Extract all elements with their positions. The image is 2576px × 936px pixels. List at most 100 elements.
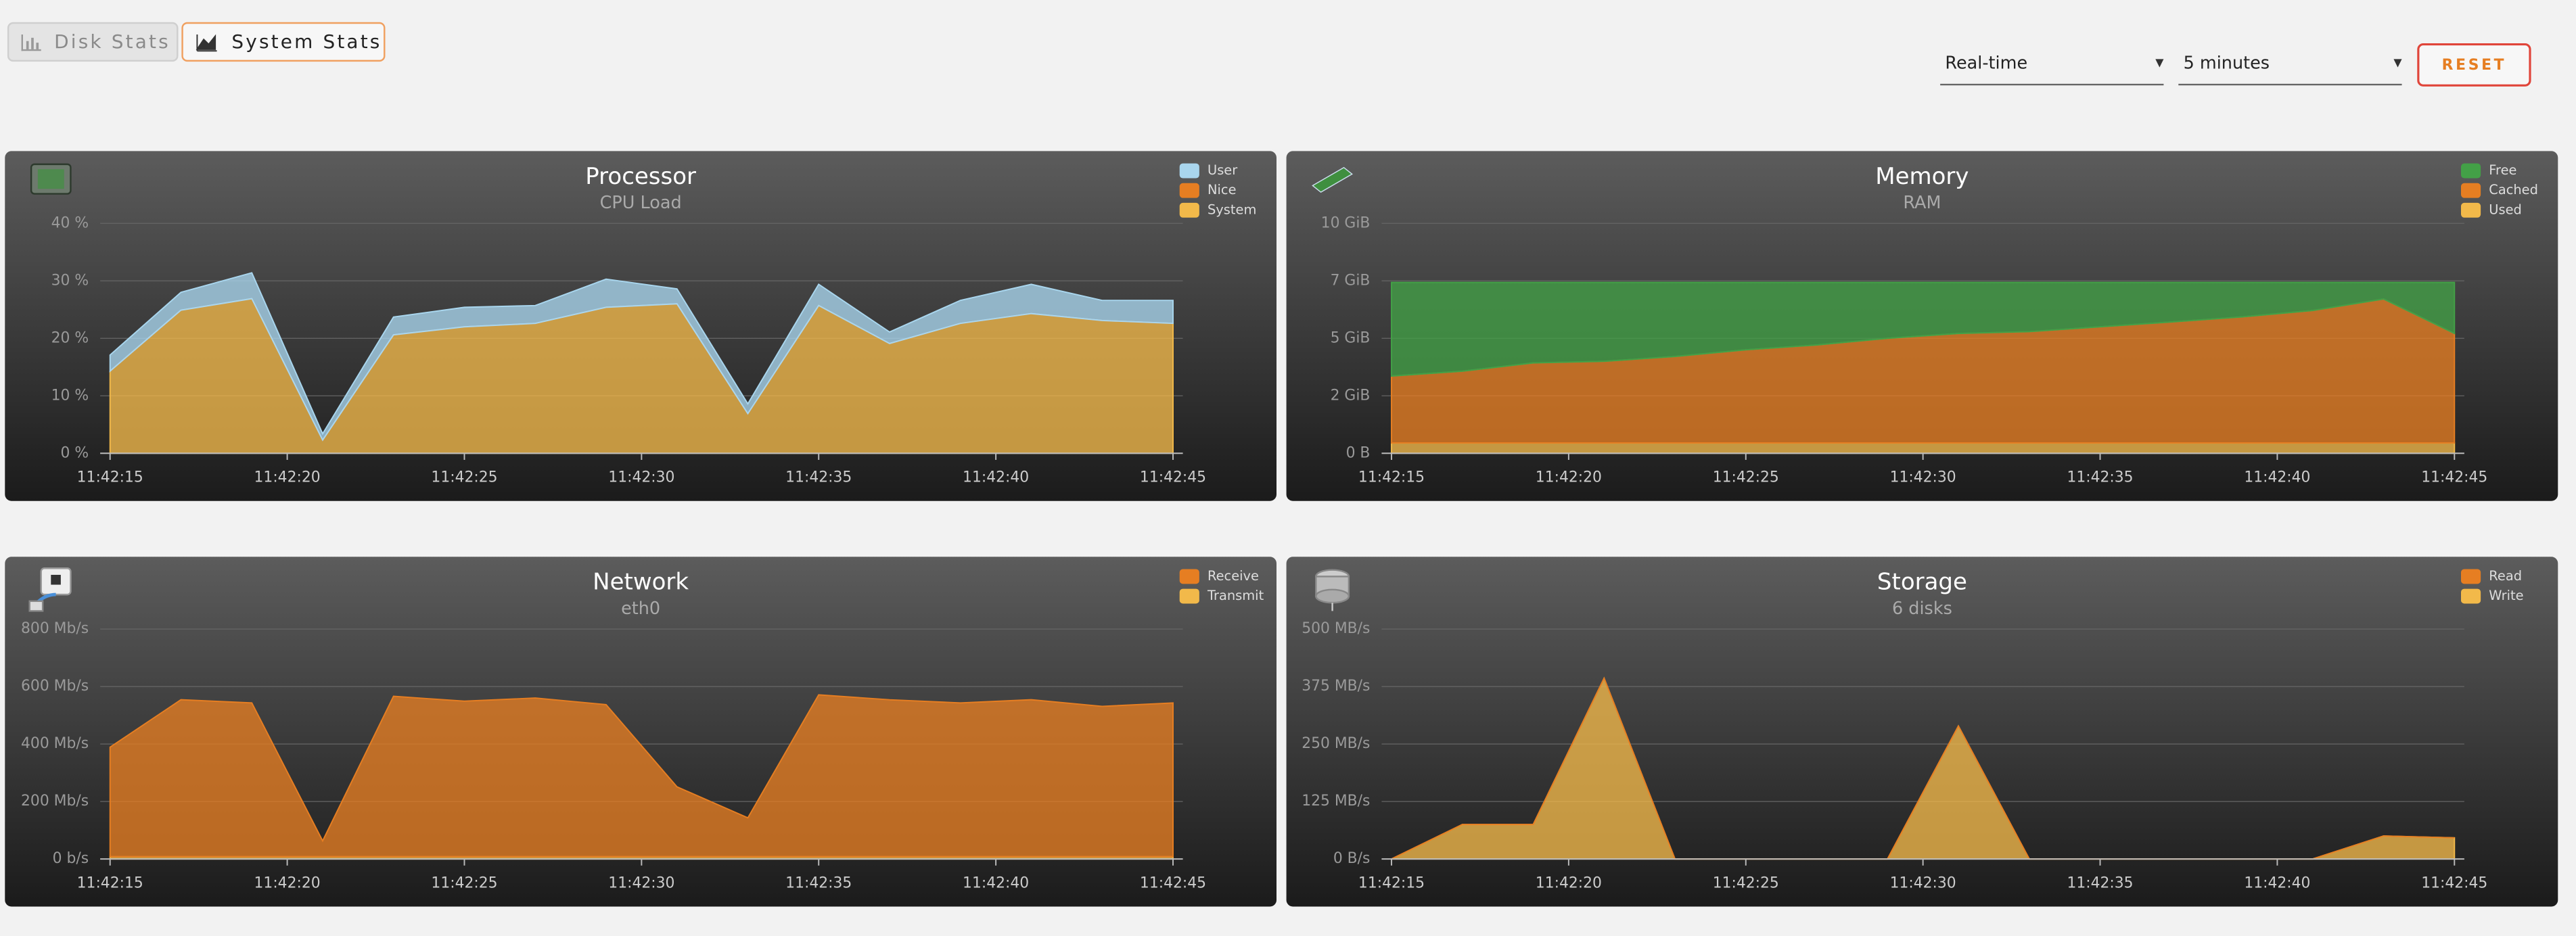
reset-button[interactable]: RESET (2417, 43, 2531, 87)
legend-label: Transmit (1207, 588, 1264, 603)
chart-panel: Memory RAM 0 B 2 GiB 5 GiB 7 GiB 10 GiB 11:42:1… (1286, 151, 2558, 501)
network-icon (28, 567, 72, 612)
x-tick-label: 11:42:45 (1140, 469, 1206, 486)
x-tick-label: 11:42:15 (77, 469, 143, 486)
area (109, 272, 1174, 442)
x-tick-label: 11:42:30 (1890, 875, 1956, 892)
x-tick-label: 11:42:35 (785, 469, 852, 486)
tab-icon (196, 34, 217, 52)
y-tick-label: 125 MB/s (1302, 793, 1370, 810)
legend-swatch (2461, 202, 2481, 218)
dropdown-value: Real-time (1945, 53, 2027, 74)
legend-label: Read (2489, 568, 2522, 584)
dropdown[interactable]: 5 minutes (2178, 53, 2402, 86)
x-tick-label: 11:42:20 (1536, 469, 1602, 486)
dropdown-arrow (2155, 59, 2164, 68)
legend-label: Nice (1208, 182, 1237, 197)
x-tick-label: 11:42:40 (963, 469, 1029, 486)
y-tick-label: 250 MB/s (1302, 735, 1370, 752)
chart-subtitle: RAM (1903, 193, 1941, 213)
chart-title: Memory (1875, 163, 1969, 190)
x-tick-label: 11:42:40 (2244, 875, 2310, 892)
y-tick-label: 0 B/s (1333, 850, 1371, 867)
y-tick-label: 375 MB/s (1302, 678, 1370, 695)
legend-swatch (1179, 202, 1199, 218)
chart-title: Network (593, 569, 689, 596)
legend-label: Free (2489, 162, 2516, 178)
x-tick-label: 11:42:20 (254, 469, 321, 486)
chart-subtitle: eth0 (621, 599, 660, 619)
chart-panel: Network eth0 0 b/s 200 Mb/s 400 Mb/s 600 Mb/s… (5, 557, 1276, 907)
legend-swatch (2461, 588, 2481, 604)
legend-label: Receive (1208, 568, 1259, 584)
legend-swatch (1179, 183, 1199, 198)
y-tick-label: 30 % (51, 272, 89, 289)
legend-swatch (2461, 569, 2481, 584)
x-tick-label: 11:42:25 (1713, 469, 1779, 486)
y-tick-label: 5 GiB (1331, 329, 1371, 346)
x-tick-label: 11:42:15 (1358, 875, 1425, 892)
y-tick-label: 600 Mb/s (21, 678, 89, 695)
x-tick-label: 11:42:25 (431, 469, 497, 486)
legend-swatch (2461, 163, 2481, 179)
charts: Processor CPU Load 0 % 10 % 20 % 30 % 40 % 11:4… (5, 151, 2558, 907)
y-tick-label: 40 % (51, 214, 89, 231)
x-tick-label: 11:42:30 (1890, 469, 1956, 486)
y-tick-label: 0 % (61, 444, 89, 461)
x-tick-label: 11:42:35 (2067, 875, 2133, 892)
x-tick-label: 11:42:20 (254, 875, 321, 892)
x-tick-label: 11:42:35 (785, 875, 852, 892)
chart-subtitle: 6 disks (1892, 599, 1952, 619)
button-label: RESET (2442, 57, 2507, 74)
legend-swatch (1179, 163, 1199, 179)
y-tick-label: 20 % (51, 329, 89, 346)
tab-bg (7, 22, 179, 62)
chart-panel: Processor CPU Load 0 % 10 % 20 % 30 % 40 % 11:4… (5, 151, 1276, 501)
y-tick-label: 800 Mb/s (21, 620, 89, 637)
dropdown-arrow (2393, 59, 2402, 68)
area (1391, 442, 2456, 454)
dropdown-value: 5 minutes (2184, 53, 2270, 74)
area (1391, 281, 2456, 377)
y-tick-label: 7 GiB (1331, 272, 1371, 289)
y-tick-label: 0 b/s (53, 850, 89, 867)
legend-label: System (1208, 202, 1256, 217)
legend-label: User (1208, 162, 1237, 178)
legend-swatch (1179, 569, 1199, 584)
x-tick-label: 11:42:35 (2067, 469, 2133, 486)
x-tick-label: 11:42:40 (963, 875, 1029, 892)
legend-label: Write (2489, 588, 2523, 603)
x-tick-label: 11:42:30 (608, 469, 674, 486)
dropdown[interactable]: Real-time (1940, 53, 2164, 86)
tab[interactable]: Disk Stats (7, 22, 179, 62)
y-tick-label: 10 % (51, 387, 89, 404)
storage-icon (1315, 569, 1350, 611)
tab-bg (181, 22, 386, 62)
legend-label: Cached (2489, 182, 2538, 197)
x-tick-label: 11:42:30 (608, 875, 674, 892)
legend-swatch (2461, 183, 2481, 198)
button-bg (2417, 43, 2531, 87)
tab[interactable]: System Stats (181, 22, 386, 62)
tab-icon (21, 34, 41, 51)
y-tick-label: 2 GiB (1331, 387, 1371, 404)
x-tick-label: 11:42:45 (2421, 469, 2487, 486)
chart-title: Storage (1877, 569, 1967, 596)
x-tick-label: 11:42:25 (431, 875, 497, 892)
x-tick-label: 11:42:40 (2244, 469, 2310, 486)
legend-swatch (1179, 588, 1199, 604)
y-tick-label: 400 Mb/s (21, 735, 89, 752)
x-tick-label: 11:42:15 (77, 875, 143, 892)
y-tick-label: 0 B (1346, 444, 1371, 461)
icons (28, 163, 1354, 612)
x-tick-label: 11:42:45 (2421, 875, 2487, 892)
area (109, 694, 1174, 858)
x-tick-label: 11:42:20 (1536, 875, 1602, 892)
y-tick-label: 10 GiB (1321, 214, 1371, 231)
tab-label: Disk Stats (54, 30, 170, 53)
cpu-icon (30, 163, 72, 195)
x-tick-label: 11:42:25 (1713, 875, 1779, 892)
y-tick-label: 500 MB/s (1302, 620, 1370, 637)
